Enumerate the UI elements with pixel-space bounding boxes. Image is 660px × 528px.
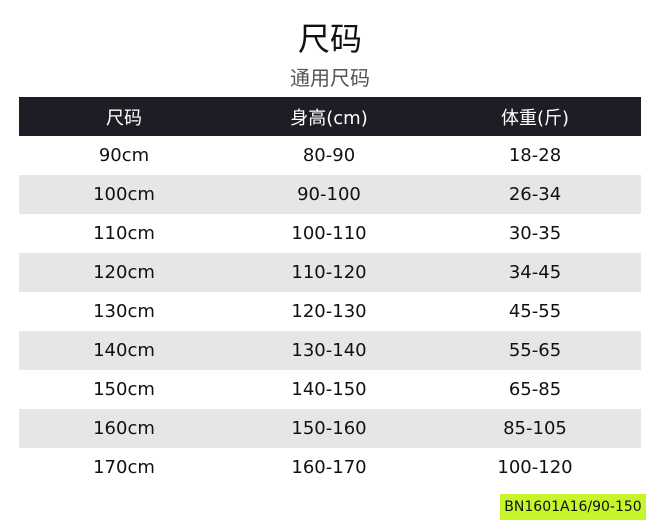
- cell-weight: 55-65: [508, 340, 562, 361]
- page-title: 尺码: [297, 20, 362, 58]
- header-height: 身高(cm): [290, 107, 368, 129]
- size-table: 尺码 身高(cm) 体重(斤) 90cm 80-90 18-28 100cm 90-10…: [19, 97, 641, 487]
- cell-weight: 45-55: [508, 301, 562, 322]
- cell-height: 110-120: [291, 262, 367, 283]
- table-row: 100cm 90-100 26-34: [19, 175, 641, 214]
- table-row: 170cm 160-170 100-120: [19, 448, 641, 487]
- cell-size: 100cm: [93, 184, 155, 205]
- table-row: 90cm 80-90 18-28: [19, 136, 641, 175]
- table-row: 160cm 150-160 85-105: [19, 409, 641, 448]
- cell-height: 160-170: [291, 457, 367, 478]
- table-header: 尺码 身高(cm) 体重(斤): [19, 97, 641, 136]
- cell-weight: 26-34: [508, 184, 562, 205]
- cell-size: 170cm: [93, 457, 155, 478]
- cell-weight: 34-45: [508, 262, 562, 283]
- cell-height: 130-140: [291, 340, 367, 361]
- table-row: 150cm 140-150 65-85: [19, 370, 641, 409]
- cell-size: 140cm: [93, 340, 155, 361]
- cell-weight: 85-105: [503, 418, 567, 439]
- cell-size: 120cm: [93, 262, 155, 283]
- cell-size: 150cm: [93, 379, 155, 400]
- cell-height: 150-160: [291, 418, 367, 439]
- table-row: 120cm 110-120 34-45: [19, 253, 641, 292]
- cell-height: 90-100: [297, 184, 361, 205]
- cell-height: 80-90: [302, 145, 356, 166]
- cell-size: 90cm: [98, 145, 150, 166]
- table-row: 130cm 120-130 45-55: [19, 292, 641, 331]
- cell-height: 100-110: [291, 223, 367, 244]
- header-weight: 体重(斤): [500, 107, 570, 129]
- table-row: 110cm 100-110 30-35: [19, 214, 641, 253]
- cell-size: 110cm: [93, 223, 155, 244]
- product-code-tag: BN1601A16/90-150: [500, 494, 646, 520]
- cell-weight: 100-120: [497, 457, 573, 478]
- cell-size: 130cm: [93, 301, 155, 322]
- cell-size: 160cm: [93, 418, 155, 439]
- table-row: 140cm 130-140 55-65: [19, 331, 641, 370]
- table-body: 90cm 80-90 18-28 100cm 90-100 26-34 110cm 100-1…: [19, 136, 641, 487]
- header-size: 尺码: [106, 107, 142, 129]
- cell-weight: 18-28: [508, 145, 562, 166]
- cell-weight: 65-85: [508, 379, 562, 400]
- cell-height: 140-150: [291, 379, 367, 400]
- page-subtitle: 通用尺码: [290, 66, 370, 90]
- cell-weight: 30-35: [508, 223, 562, 244]
- cell-height: 120-130: [291, 301, 367, 322]
